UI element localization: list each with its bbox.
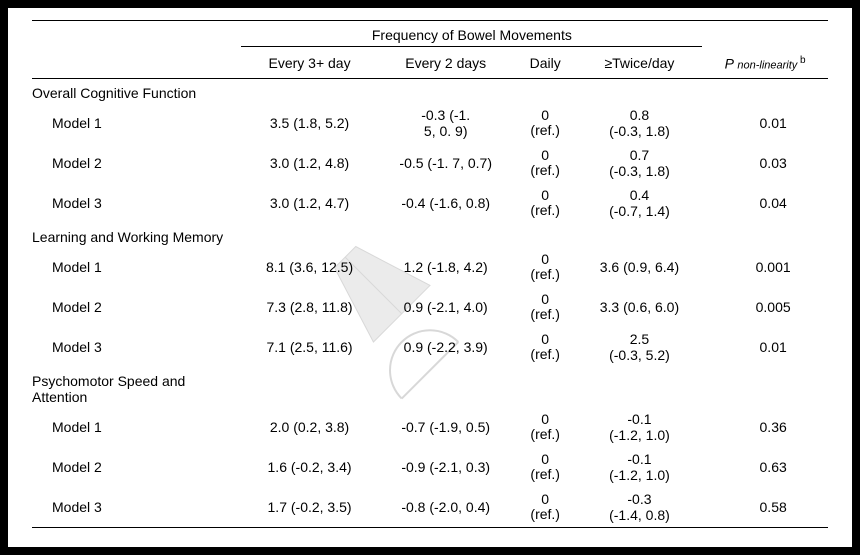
col-p-nonlinearity: P non-linearity b [702, 51, 828, 78]
cell-daily-ref: 0(ref.) [514, 407, 577, 447]
row-label: Model 1 [32, 103, 241, 143]
row-label: Model 3 [32, 487, 241, 528]
table-row: Model 23.0 (1.2, 4.8)-0.5 (-1. 7, 0.7)0(… [32, 143, 828, 183]
cell-twice: -0.1(-1.2, 1.0) [577, 407, 703, 447]
cell-daily-ref: 0(ref.) [514, 487, 577, 528]
cell-twice: 0.4(-0.7, 1.4) [577, 183, 703, 223]
results-table: Frequency of Bowel Movements Every 3+ da… [32, 20, 828, 528]
cell-every3: 7.1 (2.5, 11.6) [241, 327, 377, 367]
cell-p-value: 0.36 [702, 407, 828, 447]
table-row: Model 18.1 (3.6, 12.5)1.2 (-1.8, 4.2)0(r… [32, 247, 828, 287]
cell-p-value: 0.01 [702, 327, 828, 367]
cell-every2: -0.8 (-2.0, 0.4) [378, 487, 514, 528]
cell-every2: 1.2 (-1.8, 4.2) [378, 247, 514, 287]
cell-every3: 8.1 (3.6, 12.5) [241, 247, 377, 287]
cell-p-value: 0.01 [702, 103, 828, 143]
row-label: Model 3 [32, 183, 241, 223]
col-twice: ≥Twice/day [577, 51, 703, 78]
table-row: Model 13.5 (1.8, 5.2)-0.3 (-1.5, 0. 9)0(… [32, 103, 828, 143]
row-label: Model 1 [32, 247, 241, 287]
cell-daily-ref: 0(ref.) [514, 103, 577, 143]
cell-daily-ref: 0(ref.) [514, 287, 577, 327]
cell-every3: 1.6 (-0.2, 3.4) [241, 447, 377, 487]
row-label: Model 2 [32, 447, 241, 487]
cell-daily-ref: 0(ref.) [514, 183, 577, 223]
table-row: Model 31.7 (-0.2, 3.5)-0.8 (-2.0, 0.4)0(… [32, 487, 828, 528]
cell-every2: 0.9 (-2.1, 4.0) [378, 287, 514, 327]
row-label: Model 2 [32, 287, 241, 327]
section-title: Psychomotor Speed and Attention [32, 367, 828, 407]
row-label: Model 2 [32, 143, 241, 183]
cell-every3: 3.0 (1.2, 4.8) [241, 143, 377, 183]
table-row: Model 12.0 (0.2, 3.8)-0.7 (-1.9, 0.5)0(r… [32, 407, 828, 447]
spanner-label: Frequency of Bowel Movements [241, 27, 702, 47]
cell-every3: 1.7 (-0.2, 3.5) [241, 487, 377, 528]
table-row: Model 37.1 (2.5, 11.6)0.9 (-2.2, 3.9)0(r… [32, 327, 828, 367]
cell-every2: -0.7 (-1.9, 0.5) [378, 407, 514, 447]
row-label: Model 3 [32, 327, 241, 367]
cell-p-value: 0.58 [702, 487, 828, 528]
cell-every2: -0.9 (-2.1, 0.3) [378, 447, 514, 487]
column-headers: Every 3+ day Every 2 days Daily ≥Twice/d… [32, 51, 828, 78]
cell-every3: 7.3 (2.8, 11.8) [241, 287, 377, 327]
cell-twice: 0.8(-0.3, 1.8) [577, 103, 703, 143]
cell-every3: 3.0 (1.2, 4.7) [241, 183, 377, 223]
cell-twice: 3.6 (0.9, 6.4) [577, 247, 703, 287]
cell-every2: -0.4 (-1.6, 0.8) [378, 183, 514, 223]
table-body: Overall Cognitive FunctionModel 13.5 (1.… [32, 78, 828, 527]
cell-every3: 2.0 (0.2, 3.8) [241, 407, 377, 447]
cell-every2: 0.9 (-2.2, 3.9) [378, 327, 514, 367]
section-title: Learning and Working Memory [32, 223, 828, 247]
cell-twice: -0.3(-1.4, 0.8) [577, 487, 703, 528]
cell-twice: 0.7(-0.3, 1.8) [577, 143, 703, 183]
cell-daily-ref: 0(ref.) [514, 143, 577, 183]
cell-every2: -0.3 (-1.5, 0. 9) [378, 103, 514, 143]
cell-p-value: 0.005 [702, 287, 828, 327]
cell-every3: 3.5 (1.8, 5.2) [241, 103, 377, 143]
cell-every2: -0.5 (-1. 7, 0.7) [378, 143, 514, 183]
col-every2: Every 2 days [378, 51, 514, 78]
cell-daily-ref: 0(ref.) [514, 247, 577, 287]
cell-twice: 2.5(-0.3, 5.2) [577, 327, 703, 367]
col-every3: Every 3+ day [241, 51, 377, 78]
cell-p-value: 0.63 [702, 447, 828, 487]
cell-twice: 3.3 (0.6, 6.0) [577, 287, 703, 327]
top-rule: Frequency of Bowel Movements [32, 21, 828, 52]
table-row: Model 27.3 (2.8, 11.8)0.9 (-2.1, 4.0)0(r… [32, 287, 828, 327]
cell-p-value: 0.001 [702, 247, 828, 287]
cell-daily-ref: 0(ref.) [514, 447, 577, 487]
cell-p-value: 0.04 [702, 183, 828, 223]
row-label: Model 1 [32, 407, 241, 447]
cell-p-value: 0.03 [702, 143, 828, 183]
section-title: Overall Cognitive Function [32, 78, 828, 103]
cell-twice: -0.1(-1.2, 1.0) [577, 447, 703, 487]
cell-daily-ref: 0(ref.) [514, 327, 577, 367]
page-container: Frequency of Bowel Movements Every 3+ da… [8, 8, 852, 547]
table-row: Model 33.0 (1.2, 4.7)-0.4 (-1.6, 0.8)0(r… [32, 183, 828, 223]
col-daily: Daily [514, 51, 577, 78]
table-row: Model 21.6 (-0.2, 3.4)-0.9 (-2.1, 0.3)0(… [32, 447, 828, 487]
